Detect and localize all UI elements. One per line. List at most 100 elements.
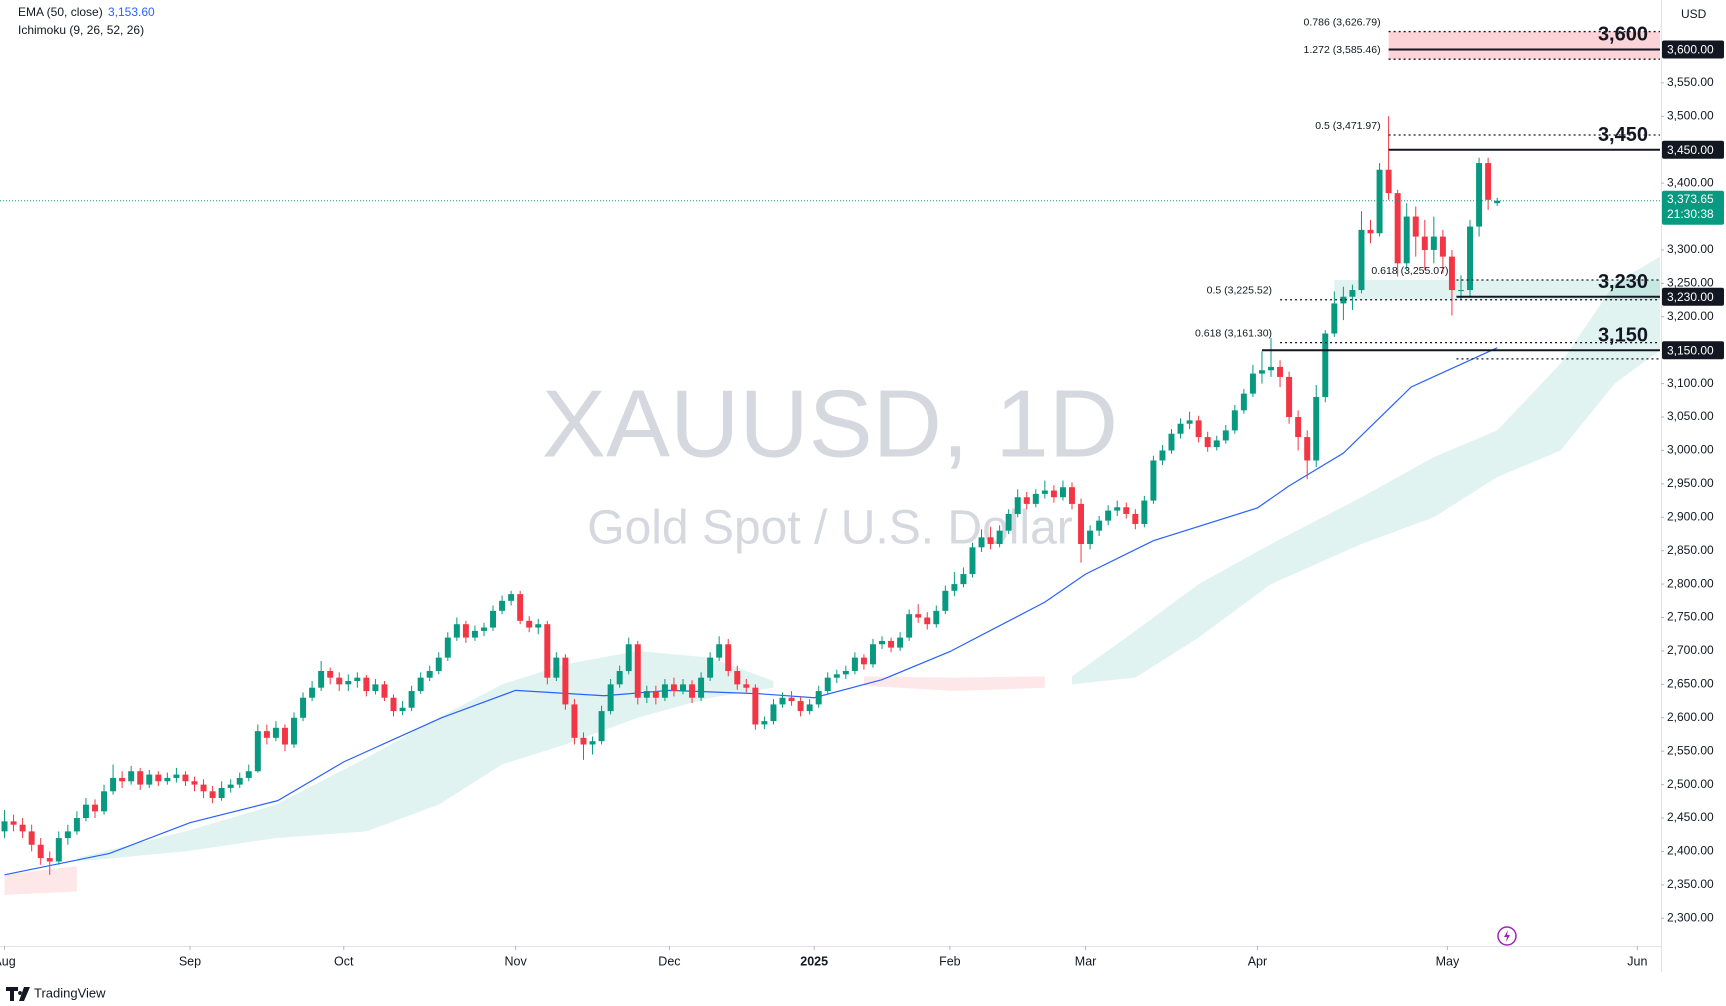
candle-body [1421,236,1428,250]
candle-body [652,691,659,698]
y-tick-label: 2,350.00 [1667,877,1714,891]
x-tick-label: Apr [1248,954,1267,968]
candle-body [535,624,542,628]
brand-name: TradingView [34,985,106,1000]
fib-label: 0.5 (3,471.97) [1315,120,1380,132]
candle-body [408,691,415,708]
candle-body [1150,460,1157,501]
last-price-label: 3,373.65 [1667,192,1714,206]
candle-body [236,777,243,785]
candle-body [64,831,71,839]
candle-body [806,704,813,712]
x-tick-label: 2025 [800,954,828,968]
candle-layer [1,116,1501,875]
candle-body [191,781,198,785]
candle-body [390,697,397,712]
candle-body [1123,507,1130,514]
y-tick-label: 3,000.00 [1667,443,1714,457]
candle-body [508,594,515,601]
candle-body [1177,423,1184,434]
axis-layer: 2,300.00 2,350.00 2,400.00 2,450.00 2,500.00… [0,40,1724,968]
candle-body [915,614,922,618]
candle-body [607,684,614,712]
y-tick-label: 2,800.00 [1667,576,1714,590]
y-tick-label: 3,100.00 [1667,376,1714,390]
candle-body [1222,430,1229,441]
candle-body [263,731,270,738]
price-zone [1334,279,1660,300]
candle-body [82,804,89,819]
y-tick-label: 3,500.00 [1667,108,1714,122]
candle-body [1005,513,1012,531]
candle-body [480,627,487,631]
candle-body [1286,376,1293,418]
candle-body [996,530,1003,545]
candle-body [1412,216,1419,237]
candle-body [1349,290,1356,297]
annotation-layer: 0.786 (3,626.79) 1.272 (3,585.46) 0.5 (3,4… [0,16,1660,360]
candle-body [245,771,252,778]
alert-icon[interactable] [1497,926,1517,946]
candle-body [1376,169,1383,234]
price-tag-label: 3,600.00 [1667,43,1714,57]
candle-body [933,610,940,625]
candle-body [318,670,325,688]
price-tag [1662,140,1724,159]
candle-body [580,737,587,745]
y-tick-label: 2,700.00 [1667,643,1714,657]
candle-body [1186,420,1193,424]
y-tick-label: 3,550.00 [1667,75,1714,89]
candle-body [1141,500,1148,524]
candle-body [155,774,162,782]
candle-body [281,727,288,745]
y-tick-label: 2,850.00 [1667,543,1714,557]
level-label: 3,450 [1598,124,1648,146]
candle-body [10,821,17,825]
ichimoku-cloud [1071,256,1660,685]
candle-body [1114,507,1121,511]
y-tick-label: 2,450.00 [1667,810,1714,824]
alert-icon-circle[interactable] [1497,926,1517,946]
x-tick-label: Aug [0,954,16,968]
candle-body [1041,490,1048,494]
candle-body [363,677,370,692]
candle-body [471,630,478,638]
candle-body [1485,163,1492,200]
price-tag [1662,40,1724,59]
candle-body [553,657,560,678]
x-tick-label: Dec [658,954,680,968]
candle-body [137,771,144,785]
price-tag-label: 3,230.00 [1667,290,1714,304]
candle-body [1340,296,1347,304]
candle-body [1322,333,1329,397]
candle-body [227,784,234,788]
y-tick-label: 3,250.00 [1667,276,1714,290]
y-tick-label: 2,950.00 [1667,476,1714,490]
candle-body [842,670,849,675]
candle-body [1476,163,1483,227]
candle-body [462,624,469,638]
candle-body [779,697,786,705]
candle-body [1078,503,1085,545]
alert-icon-bolt[interactable] [1504,930,1510,942]
candle-body [888,640,895,648]
candle-body [797,701,804,712]
candle-body [399,707,406,712]
candle-body [897,637,904,648]
y-tick-label: 3,200.00 [1667,309,1714,323]
candle-body [1403,216,1410,264]
candle-body [544,624,551,678]
watermark: XAUUSD, 1D Gold Spot / U.S. Dollar [542,370,1118,554]
candle-body [942,590,949,611]
candle-body [372,684,379,692]
candle-body [1467,226,1474,291]
candle-body [1385,169,1392,194]
y-tick-label: 2,750.00 [1667,610,1714,624]
candle-body [716,644,723,658]
candle-body [19,824,26,832]
x-tick-label: May [1436,954,1460,968]
candle-body [309,687,316,698]
candle-body [1014,497,1021,514]
candle-body [833,674,840,678]
candle-body [1231,410,1238,431]
